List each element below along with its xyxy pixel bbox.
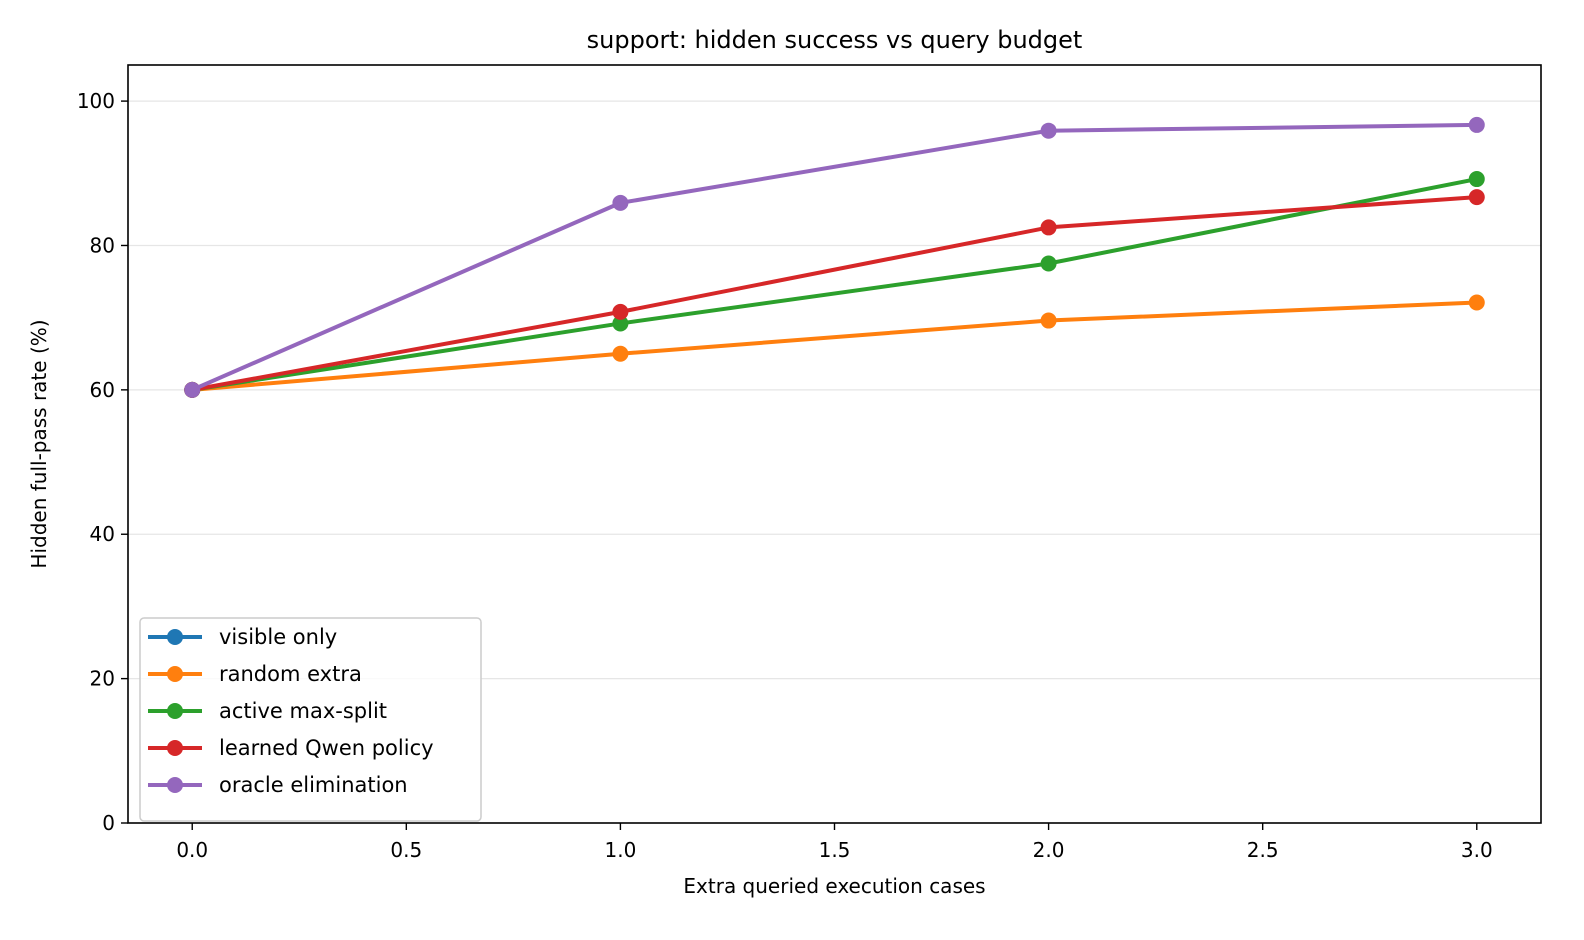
y-tick-label: 40 xyxy=(90,522,115,546)
series-line xyxy=(190,300,1479,392)
y-tick-label: 0 xyxy=(102,811,115,835)
data-point xyxy=(1040,255,1057,272)
data-point xyxy=(1468,189,1485,206)
data-point xyxy=(184,381,201,398)
data-point xyxy=(1468,171,1485,188)
legend: visible only random extra active max-split… xyxy=(139,617,482,822)
series-line xyxy=(190,177,1479,392)
legend-label: visible only xyxy=(219,625,337,649)
legend-item: active max-split xyxy=(148,699,387,723)
series-active-max-split xyxy=(184,171,1485,398)
legend-swatch-marker xyxy=(167,666,183,682)
data-point xyxy=(1040,219,1057,236)
y-tick-label: 60 xyxy=(90,378,115,402)
legend-item: random extra xyxy=(148,662,362,686)
series-oracle-elimination xyxy=(184,116,1485,398)
y-tick-label: 80 xyxy=(90,233,115,257)
y-tick-label: 20 xyxy=(90,667,115,691)
legend-swatch-marker xyxy=(167,740,183,756)
series-line xyxy=(190,122,1479,392)
legend-item: learned Qwen policy xyxy=(148,736,434,760)
legend-label: active max-split xyxy=(219,699,387,723)
x-tick-label: 2.0 xyxy=(1033,838,1065,862)
data-point xyxy=(612,315,629,332)
legend-label: oracle elimination xyxy=(219,773,408,797)
legend-swatch-marker xyxy=(167,703,183,719)
data-point xyxy=(612,345,629,362)
data-point xyxy=(612,194,629,211)
x-tick-label: 3.0 xyxy=(1461,838,1493,862)
x-axis: 0.0 0.5 1.0 1.5 2.0 2.5 3.0 xyxy=(176,823,1493,862)
legend-item: visible only xyxy=(148,625,337,649)
data-point xyxy=(1468,116,1485,133)
x-tick-label: 1.5 xyxy=(819,838,851,862)
y-tick-label: 100 xyxy=(77,89,115,113)
x-tick-label: 0.5 xyxy=(390,838,422,862)
data-point xyxy=(1040,312,1057,329)
data-point xyxy=(1040,122,1057,139)
x-axis-label: Extra queried execution cases xyxy=(683,874,985,898)
series-layer xyxy=(184,116,1485,398)
legend-swatch-marker xyxy=(167,629,183,645)
legend-label: learned Qwen policy xyxy=(219,736,434,760)
y-axis: 0 20 40 60 80 100 xyxy=(77,89,128,835)
x-tick-label: 1.0 xyxy=(605,838,637,862)
legend-swatch-marker xyxy=(167,777,183,793)
x-tick-label: 2.5 xyxy=(1247,838,1279,862)
legend-box xyxy=(139,617,482,822)
chart-title: support: hidden success vs query budget xyxy=(587,26,1083,54)
data-point xyxy=(612,303,629,320)
legend-item: oracle elimination xyxy=(148,773,408,797)
data-point xyxy=(1468,294,1485,311)
x-tick-label: 0.0 xyxy=(176,838,208,862)
legend-label: random extra xyxy=(219,662,362,686)
y-axis-label: Hidden full-pass rate (%) xyxy=(27,319,51,568)
series-line xyxy=(190,195,1479,392)
